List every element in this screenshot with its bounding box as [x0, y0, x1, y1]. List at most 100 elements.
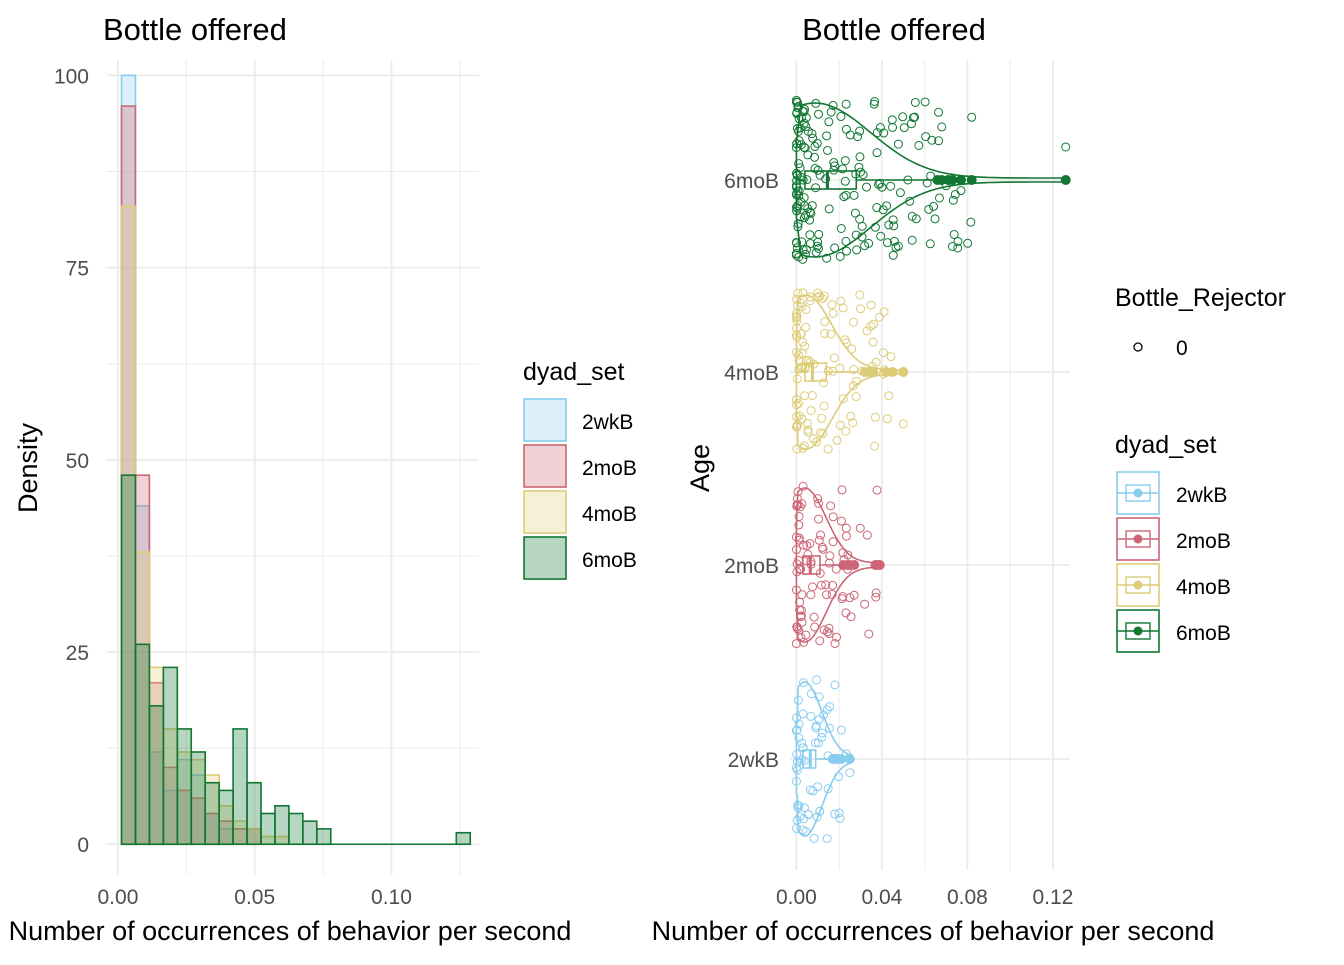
raincloud-y-tick-labels: 2wkB 2moB 4moB 6moB [724, 170, 779, 772]
data-point [820, 317, 830, 327]
data-point [791, 545, 801, 555]
data-point [868, 319, 878, 329]
histogram-bar [274, 805, 290, 846]
data-point [845, 593, 855, 603]
data-point [803, 549, 813, 559]
data-point [818, 544, 828, 554]
histogram-legend-item-2moB: 2moB [523, 444, 637, 488]
data-point [829, 353, 839, 363]
data-point [797, 738, 807, 748]
legend-key [523, 398, 567, 442]
data-point [817, 728, 827, 738]
legend-key [523, 536, 567, 580]
data-point [794, 191, 804, 201]
raincloud-x-tick-label: 0.08 [947, 886, 988, 909]
data-point [828, 308, 838, 318]
data-point [821, 580, 831, 590]
data-point [934, 193, 944, 203]
data-point [876, 231, 886, 241]
boxplot-6moB [796, 170, 1071, 190]
data-point [799, 756, 809, 766]
data-point [922, 178, 932, 188]
data-point [799, 803, 809, 813]
data-point [792, 206, 802, 216]
data-point [838, 548, 848, 558]
data-point [947, 241, 957, 251]
data-point [794, 350, 804, 360]
data-point [824, 117, 834, 127]
data-point [840, 176, 850, 186]
data-point [899, 123, 909, 133]
data-point [834, 808, 844, 818]
data-point [953, 236, 963, 246]
data-point [841, 426, 851, 436]
data-point [822, 834, 832, 844]
legend-label: 2moB [1176, 530, 1231, 553]
data-point [791, 181, 801, 191]
raincloud-y-axis-label: Age [685, 444, 715, 492]
data-point [1061, 142, 1071, 152]
data-point [846, 411, 856, 421]
raincloud-title: Bottle offered [802, 12, 986, 47]
data-point [826, 107, 836, 117]
data-point [792, 494, 802, 504]
data-point [798, 709, 808, 719]
histogram-bar [190, 751, 206, 846]
data-point [793, 288, 803, 298]
data-point [828, 512, 838, 522]
data-point [966, 217, 976, 227]
data-point [851, 230, 861, 240]
data-point [830, 680, 840, 690]
data-point [907, 235, 917, 245]
data-point [862, 182, 872, 192]
data-point [794, 535, 804, 545]
data-point [813, 494, 823, 504]
histogram-bar [120, 474, 137, 846]
data-point [792, 532, 802, 542]
data-point [851, 376, 861, 386]
data-point [845, 130, 855, 140]
data-point [798, 678, 808, 688]
bottle-rejector-legend-title: Bottle_Rejector [1115, 284, 1286, 312]
data-point [815, 291, 825, 301]
data-point [814, 498, 824, 508]
data-point [819, 291, 829, 301]
data-point [801, 827, 811, 837]
histogram-x-tick-label: 0.10 [371, 886, 412, 909]
data-point [850, 208, 860, 218]
data-point [796, 612, 806, 622]
data-point [835, 363, 845, 373]
data-point [884, 391, 894, 401]
data-point [809, 612, 819, 622]
data-point [808, 582, 818, 592]
data-point [829, 158, 839, 168]
raincloud-legend-title: dyad_set [1115, 431, 1217, 459]
data-point [792, 374, 802, 384]
legend-label: 2moB [582, 457, 637, 480]
data-point [849, 590, 859, 600]
data-point [841, 523, 851, 533]
data-point [796, 298, 806, 308]
histogram-bar [288, 812, 304, 846]
data-point [963, 238, 973, 248]
data-point [852, 245, 862, 255]
data-point [841, 608, 851, 618]
data-point [870, 222, 880, 232]
data-point [827, 589, 837, 599]
raincloud-legend-item-4moB: 4moB [1116, 563, 1231, 607]
outlier-point [955, 175, 966, 185]
data-point [956, 186, 966, 196]
data-point [828, 580, 838, 590]
data-point [855, 126, 865, 136]
data-point [793, 487, 803, 497]
data-point [948, 195, 958, 205]
data-point [793, 500, 803, 510]
histogram-gridlines [107, 60, 479, 875]
data-point [848, 418, 858, 428]
data-point [813, 109, 823, 119]
data-point [854, 162, 864, 172]
bottle-rejector-legend: Bottle_Rejector 0 [1115, 284, 1286, 360]
data-point [871, 357, 881, 367]
data-point [793, 624, 803, 634]
